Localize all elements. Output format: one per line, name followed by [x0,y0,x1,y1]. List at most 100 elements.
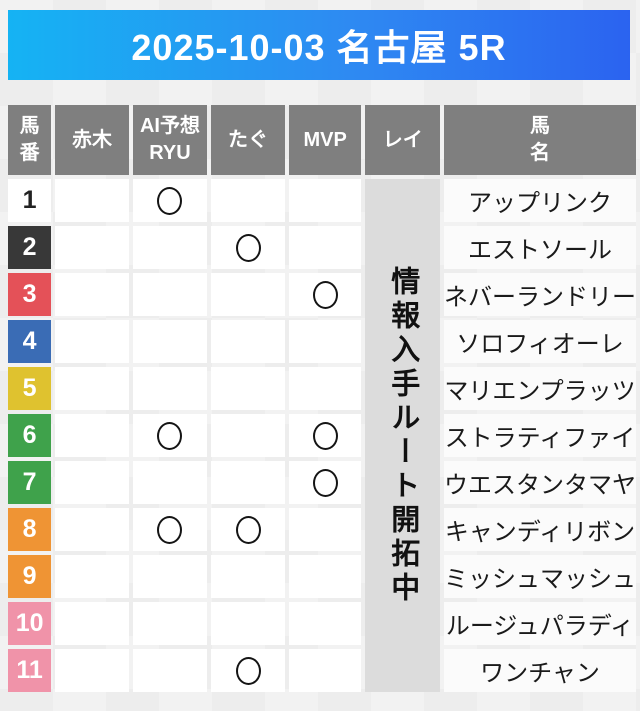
mark-cell [288,226,362,269]
circle-mark [235,656,261,685]
table-body: 1 情報入手ルート開拓中 アップリンク 2 エストソール 3 ネバーランドリー 4 ソロフィオー… [8,179,636,692]
col-header-mvp: MVP [288,105,362,175]
horse-number-cell: 6 [8,414,52,457]
mark-cell [288,320,362,363]
mark-cell [132,555,208,598]
horse-number-cell: 4 [8,320,52,363]
circle-mark [312,468,338,497]
col-header-rei: レイ [365,105,440,175]
horse-name-cell: ストラティファイ [443,414,636,457]
mark-cell [55,508,129,551]
circle-mark [235,515,261,544]
table-row: 3 ネバーランドリー [8,273,636,316]
horse-name-cell: ウエスタンタマヤ [443,461,636,504]
horse-name-cell: ネバーランドリー [443,273,636,316]
mark-cell [55,555,129,598]
table-row: 6 ストラティファイ [8,414,636,457]
mark-cell [211,555,285,598]
col-header-ai-yosou-ryu: AI予想 RYU [132,105,208,175]
horse-number-cell: 7 [8,461,52,504]
table-row: 9 ミッシュマッシュ [8,555,636,598]
table-row: 2 エストソール [8,226,636,269]
col-header-akagi: 赤木 [55,105,129,175]
col-header-horse-number: 馬 番 [8,105,52,175]
mark-cell [132,508,208,551]
mark-cell [288,508,362,551]
mark-cell [55,649,129,692]
rei-status-cell: 情報入手ルート開拓中 [365,179,440,692]
table-row: 1 情報入手ルート開拓中 アップリンク [8,179,636,692]
mark-cell [55,414,129,457]
mark-cell [132,414,208,457]
mark-cell [132,179,208,222]
circle-mark [157,421,183,450]
mark-cell [55,367,129,410]
table-row: 7 ウエスタンタマヤ [8,461,636,504]
mark-cell [132,461,208,504]
race-header-banner: 2025-10-03 名古屋 5R [8,10,630,80]
mark-cell [211,320,285,363]
horse-name-cell: キャンディリボン [443,508,636,551]
horse-number-cell: 9 [8,555,52,598]
table-row: 5 マリエンプラッツ [8,367,636,410]
mark-cell [132,602,208,645]
mark-cell [211,649,285,692]
mark-cell [55,273,129,316]
mark-cell [132,367,208,410]
table-header: 馬 番 赤木 AI予想 RYU たぐ MVP レイ 馬 名 [8,105,636,175]
mark-cell [132,226,208,269]
mark-cell [288,367,362,410]
mark-cell [288,602,362,645]
mark-cell [55,226,129,269]
table-row: 10 ルージュパラディ [8,602,636,645]
horse-name-cell: ルージュパラディ [443,602,636,645]
mark-cell [288,179,362,222]
horse-number-cell: 5 [8,367,52,410]
circle-mark [235,233,261,262]
mark-cell [211,179,285,222]
mark-cell [211,602,285,645]
horse-number-cell: 2 [8,226,52,269]
horse-name-cell: アップリンク [443,179,636,222]
horse-name-cell: マリエンプラッツ [443,367,636,410]
mark-cell [55,461,129,504]
horse-number-cell: 3 [8,273,52,316]
horse-name-cell: エストソール [443,226,636,269]
race-title: 2025-10-03 名古屋 5R [131,27,507,68]
horse-number-cell: 11 [8,649,52,692]
mark-cell [288,461,362,504]
header-row: 馬 番 赤木 AI予想 RYU たぐ MVP レイ 馬 名 [8,105,636,175]
mark-cell [288,414,362,457]
horse-number-cell: 8 [8,508,52,551]
mark-cell [55,179,129,222]
horse-name-cell: ワンチャン [443,649,636,692]
mark-cell [288,649,362,692]
table-row: 11 ワンチャン [8,649,636,692]
mark-cell [211,414,285,457]
mark-cell [55,602,129,645]
prediction-table: 馬 番 赤木 AI予想 RYU たぐ MVP レイ 馬 名 1 情報入手ルート開拓… [4,101,640,696]
mark-cell [288,273,362,316]
table-row: 8 キャンディリボン [8,508,636,551]
circle-mark [157,186,183,215]
horse-number-cell: 1 [8,179,52,222]
circle-mark [312,421,338,450]
mark-cell [55,320,129,363]
mark-cell [211,273,285,316]
mark-cell [132,649,208,692]
table-row: 4 ソロフィオーレ [8,320,636,363]
horse-name-cell: ソロフィオーレ [443,320,636,363]
horse-name-cell: ミッシュマッシュ [443,555,636,598]
col-header-horse-name: 馬 名 [443,105,636,175]
circle-mark [312,280,338,309]
mark-cell [211,508,285,551]
mark-cell [132,273,208,316]
mark-cell [211,226,285,269]
mark-cell [211,461,285,504]
rei-status-text: 情報入手ルート開拓中 [386,265,419,606]
mark-cell [132,320,208,363]
col-header-tagu: たぐ [211,105,285,175]
mark-cell [211,367,285,410]
horse-number-cell: 10 [8,602,52,645]
mark-cell [288,555,362,598]
